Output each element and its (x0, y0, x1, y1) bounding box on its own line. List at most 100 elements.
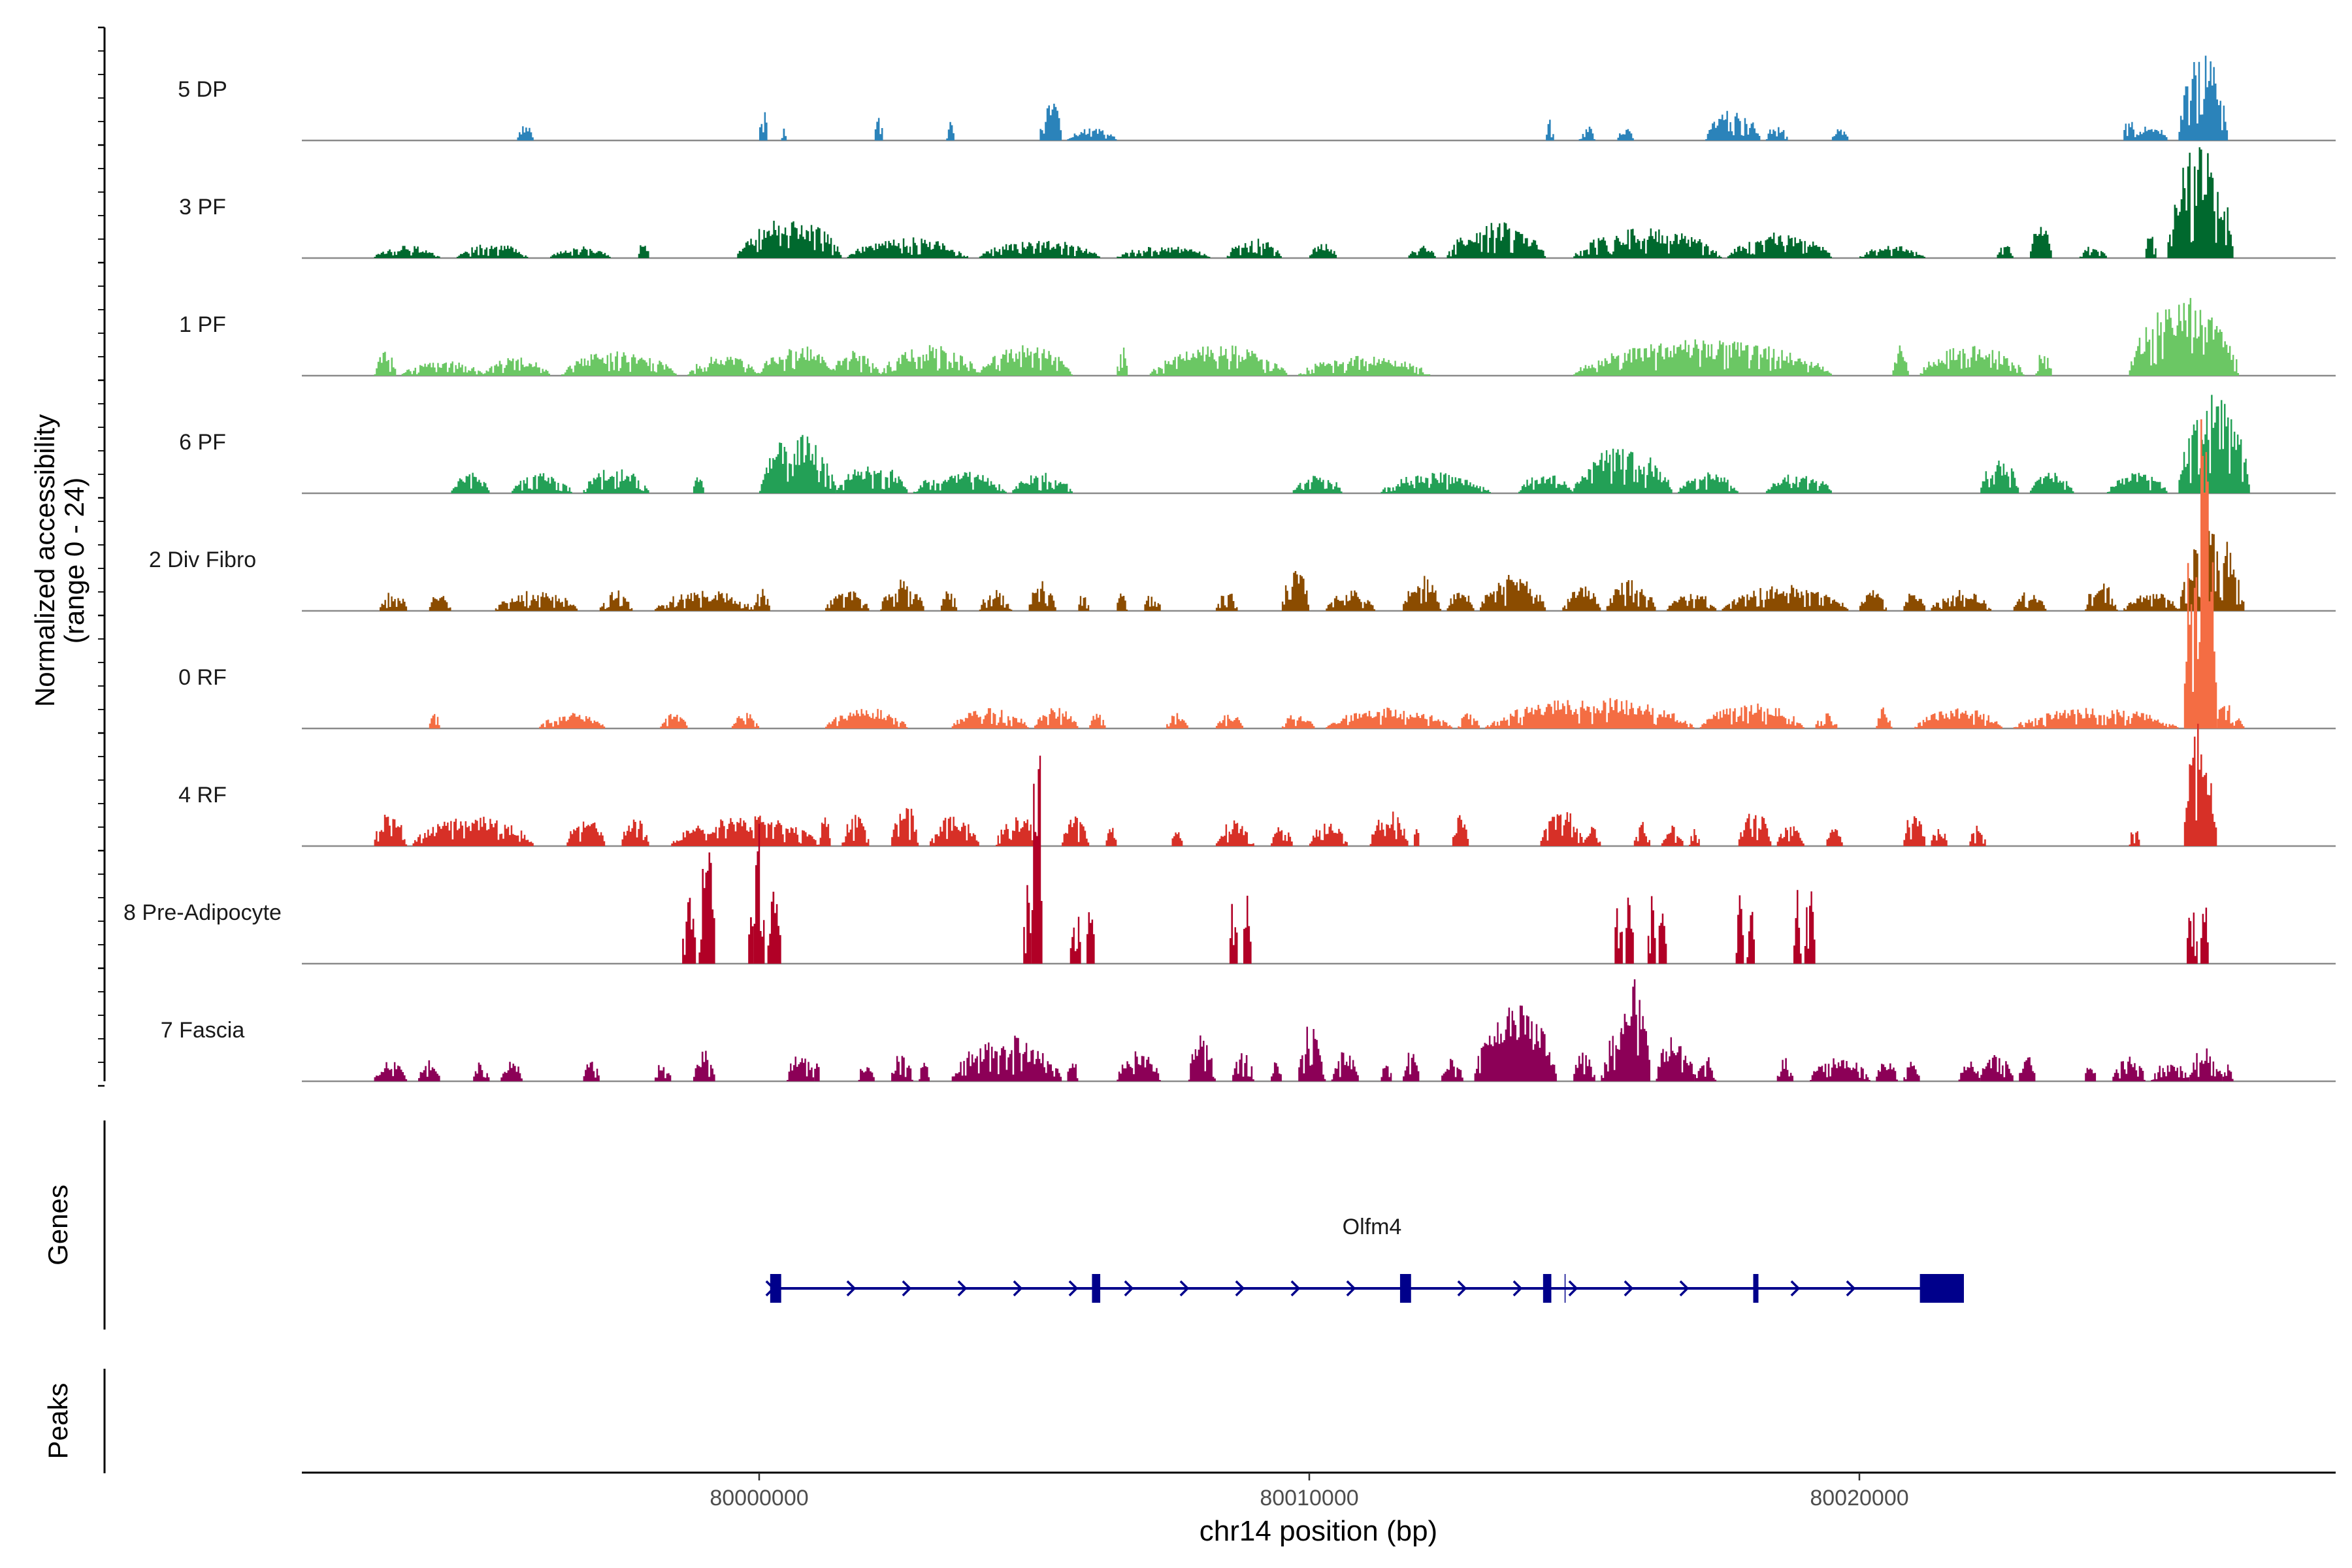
coverage-peak (1617, 979, 1650, 1081)
gene-exon (1092, 1274, 1101, 1303)
coverage-peak (539, 713, 606, 728)
x-tick-label: 80020000 (1810, 1486, 1908, 1511)
track-label: 8 Pre-Adipocyte (123, 900, 282, 925)
coverage-peak (1298, 1026, 1326, 1081)
gene-exon (770, 1274, 781, 1303)
y-axis-label-line1: Normalized accessibility (29, 414, 60, 707)
coverage-peak (1958, 1061, 1981, 1081)
coverage-peak (1034, 708, 1079, 728)
coverage-peak (1931, 829, 1948, 846)
track-0-rf: 0 RF (178, 419, 2336, 730)
coverage-peak (1689, 829, 1700, 846)
gene-strand-arrow (1679, 1280, 1690, 1297)
coverage-peak (2079, 246, 2107, 258)
coverage-peak (919, 1062, 930, 1081)
coverage-peak (1614, 908, 1623, 964)
coverage-peak (698, 852, 715, 964)
coverage-peak (1012, 472, 1073, 493)
coverage-peak (767, 891, 781, 964)
coverage-peak (891, 1056, 913, 1081)
coverage-peak (1606, 580, 1656, 611)
coverage-peak (655, 1065, 672, 1081)
coverage-peak (1656, 1037, 1695, 1081)
y-axis-label-line2: (range 0 - 24) (59, 478, 90, 644)
coverage-peak (1876, 1063, 1898, 1081)
coverage-peak (1735, 895, 1744, 964)
coverage-peak (1980, 461, 2019, 493)
gene-exon (1399, 1274, 1411, 1303)
coverage-peak (1229, 904, 1238, 964)
coverage-peak (495, 591, 578, 611)
coverage-peak (930, 817, 979, 846)
tracks-layer: 5 DP 3 PF 1 PF 6 PF 2 Div Fibro 0 RF 4 RF 8 Pre… (123, 56, 2336, 1083)
coverage-peak (2112, 1056, 2146, 1081)
gene-strand-arrow (957, 1280, 968, 1297)
coverage-peak (1562, 586, 1601, 611)
gene-strand-arrow (1068, 1280, 1079, 1297)
coverage-peak (951, 1036, 1062, 1081)
coverage-peak (1271, 1062, 1282, 1081)
coverage-peak (1617, 129, 1634, 140)
coverage-peak (1573, 339, 1832, 376)
coverage-peak (1380, 472, 1491, 493)
coverage-peak (1722, 585, 1849, 611)
coverage-peak (1584, 826, 1601, 846)
gene-strand-arrow (1290, 1280, 1301, 1297)
coverage-peak (1776, 1058, 1793, 1081)
track-label: 7 Fascia (161, 1018, 245, 1043)
coverage-peak (996, 817, 1040, 846)
gene-strand-arrow (1624, 1280, 1634, 1297)
coverage-peak (1633, 822, 1650, 846)
coverage-peak (1023, 885, 1032, 964)
coverage-peak (2200, 907, 2209, 964)
coverage-peak (1647, 896, 1656, 964)
track-2-div-fibro: 2 Div Fibro (149, 531, 2336, 612)
coverage-peak (1765, 127, 1788, 140)
coverage-peak (429, 713, 440, 728)
coverage-peak (1215, 593, 1238, 611)
coverage-peak (2035, 355, 2052, 376)
coverage-peak (1117, 1051, 1161, 1081)
track-6-pf: 6 PF (179, 395, 2336, 495)
coverage-peak (1039, 103, 1062, 140)
coverage-peak (1117, 593, 1128, 611)
gene-strand-arrow (1235, 1280, 1245, 1297)
coverage-peak (512, 473, 572, 493)
coverage-peak (374, 815, 408, 846)
coverage-peak (891, 808, 919, 846)
coverage-peak (2151, 1064, 2190, 1081)
peaks-label: Peaks (42, 1383, 73, 1460)
coverage-peak (693, 477, 704, 493)
coverage-peak (979, 590, 1013, 611)
track-label: 0 RF (178, 665, 227, 690)
coverage-peak (2123, 122, 2134, 140)
coverage-peak (1446, 222, 1546, 258)
coverage-peak (621, 819, 649, 846)
coverage-peak (946, 122, 955, 140)
coverage-peak (731, 713, 759, 728)
coverage-peak (1540, 812, 1584, 846)
coverage-peak (1062, 816, 1090, 846)
gene-exon (1919, 1274, 1964, 1303)
coverage-peak (1765, 474, 1832, 493)
coverage-peak (1452, 815, 1469, 846)
coverage-peak (1226, 238, 1282, 258)
coverage-peak (380, 593, 408, 611)
coverage-peak (1403, 1053, 1420, 1081)
coverage-peak (1243, 896, 1252, 964)
coverage-peak (2222, 1064, 2234, 1081)
coverage-peak (1298, 355, 1431, 376)
coverage-peak (1573, 1053, 1595, 1081)
coverage-peak (787, 1056, 815, 1081)
coverage-peak (682, 898, 696, 964)
coverage-peak (1727, 233, 1832, 258)
coverage-peak (1826, 829, 1843, 846)
coverage-peak (2085, 583, 2118, 611)
coverage-peak (1117, 348, 1128, 376)
coverage-peak (1403, 576, 1442, 611)
coverage-peak (599, 590, 633, 611)
coverage-peak (1573, 228, 1722, 258)
coverage-peak (1573, 448, 1673, 493)
coverage-peak (1980, 1055, 2014, 1081)
